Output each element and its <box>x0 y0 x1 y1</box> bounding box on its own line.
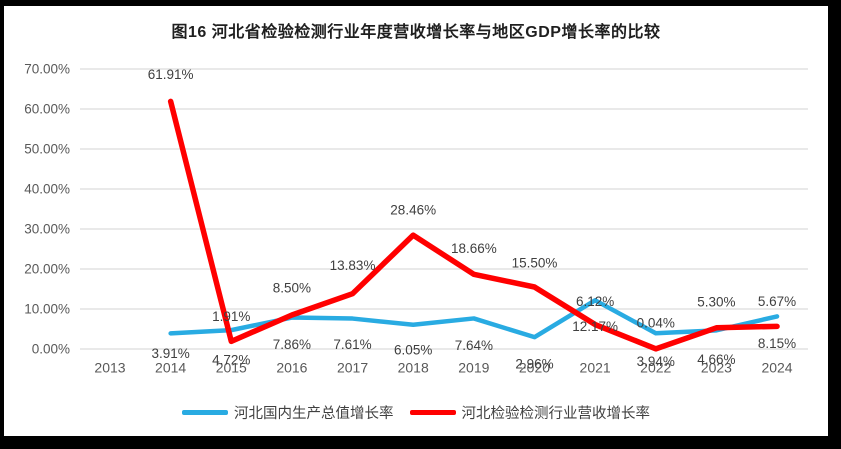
chart-legend: 河北国内生产总值增长率 河北检验检测行业营收增长率 <box>4 402 828 423</box>
revenue-line-swatch <box>409 410 456 415</box>
data-label: 61.91% <box>148 67 194 82</box>
chart-canvas: 图16 河北省检验检测行业年度营收增长率与地区GDP增长率的比较 70.00% 6… <box>4 6 828 436</box>
data-label: 6.12% <box>576 294 614 309</box>
y-axis-tick-label: 50.00% <box>24 142 70 157</box>
x-axis-year-label: 2014 <box>155 360 186 376</box>
data-label: 12.17% <box>572 319 618 334</box>
y-axis-tick-label: 70.00% <box>24 62 70 77</box>
legend-item-revenue: 河北检验检测行业营收增长率 <box>409 402 651 423</box>
x-axis-year-label: 2018 <box>398 360 429 376</box>
data-label: 8.15% <box>758 336 796 351</box>
data-label: 8.50% <box>273 281 311 296</box>
x-axis-year-label: 2015 <box>216 360 247 376</box>
x-axis-year-label: 2024 <box>761 360 792 376</box>
x-axis-year-label: 2021 <box>580 360 611 376</box>
y-axis-tick-label: 0.00% <box>32 342 70 357</box>
data-label: 4.72% <box>212 353 250 368</box>
data-label: 5.30% <box>697 294 735 309</box>
x-axis-year-label: 2022 <box>640 360 671 376</box>
y-axis-tick-label: 40.00% <box>24 182 70 197</box>
y-axis-tick-label: 20.00% <box>24 262 70 277</box>
x-axis-year-label: 2017 <box>337 360 368 376</box>
data-label: 4.66% <box>697 352 735 367</box>
x-axis-year-label: 2019 <box>458 360 489 376</box>
data-label: 7.61% <box>333 337 371 352</box>
x-axis-year-label: 2023 <box>701 360 732 376</box>
y-axis-tick-label: 10.00% <box>24 302 70 317</box>
data-label: 6.05% <box>394 342 432 357</box>
data-label: 2.96% <box>515 357 553 372</box>
data-label: 7.64% <box>455 338 493 353</box>
data-label: 15.50% <box>512 256 558 271</box>
y-axis-tick-label: 30.00% <box>24 222 70 237</box>
data-label: 28.46% <box>390 203 436 218</box>
legend-item-gdp: 河北国内生产总值增长率 <box>182 402 394 423</box>
data-label: 5.67% <box>758 294 796 309</box>
x-axis-year-label: 2016 <box>276 360 307 376</box>
data-label: 3.94% <box>637 354 675 369</box>
chart-plot-area: 70.00% 60.00% 50.00% 40.00% 30.00% 20.00% 10.0… <box>24 62 808 376</box>
legend-label-gdp: 河北国内生产总值增长率 <box>234 406 394 422</box>
data-label: 13.83% <box>330 258 376 273</box>
data-label: 3.91% <box>151 346 189 361</box>
data-label: 0.04% <box>637 315 675 330</box>
revenue-growth-line <box>167 98 780 352</box>
data-label: 1.91% <box>212 309 250 324</box>
gdp-line-swatch <box>182 410 228 415</box>
data-label: 7.86% <box>273 337 311 352</box>
x-axis-year-label: 2013 <box>94 360 125 376</box>
chart-title: 图16 河北省检验检测行业年度营收增长率与地区GDP增长率的比较 <box>171 24 661 41</box>
gdp-growth-line <box>168 298 780 340</box>
data-label: 18.66% <box>451 241 497 256</box>
x-axis-year-label: 2020 <box>519 360 550 376</box>
legend-label-revenue: 河北检验检测行业营收增长率 <box>461 406 651 422</box>
y-axis-tick-label: 60.00% <box>24 102 70 117</box>
